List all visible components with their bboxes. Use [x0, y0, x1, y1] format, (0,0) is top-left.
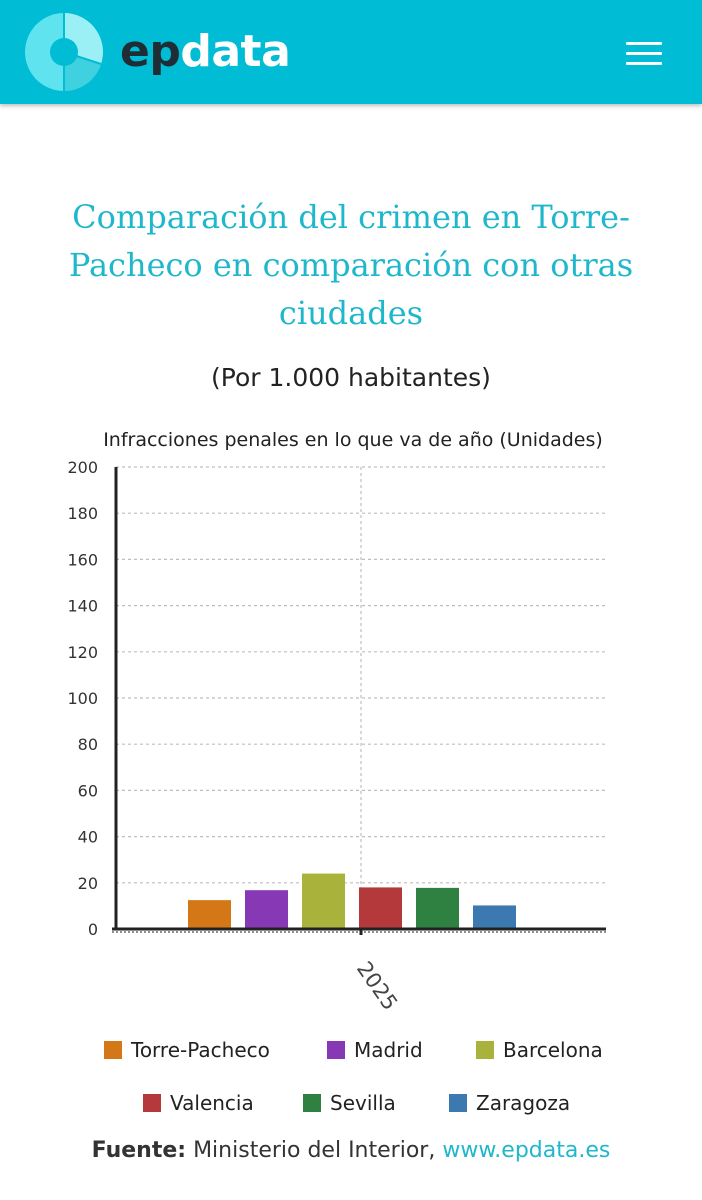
hamburger-menu-icon[interactable] [620, 36, 668, 70]
legend-label: Barcelona [503, 1038, 603, 1062]
legend-item-madrid[interactable]: Madrid [327, 1038, 423, 1062]
epdata-logo-icon[interactable] [24, 12, 104, 92]
legend-swatch [303, 1094, 321, 1112]
y-tick-label: 120 [67, 643, 98, 662]
y-tick-label: 200 [67, 458, 98, 477]
legend-label: Zaragoza [476, 1091, 571, 1115]
legend-swatch [104, 1041, 122, 1059]
y-tick-label: 0 [88, 920, 98, 939]
menu-bar-line [626, 62, 662, 65]
bar-valencia [359, 887, 402, 929]
page-subtitle: (Por 1.000 habitantes) [211, 363, 491, 392]
y-tick-label: 20 [78, 874, 98, 893]
menu-bar-line [626, 52, 662, 55]
x-tick-label: 2025 [352, 957, 402, 1015]
y-tick-label: 180 [67, 504, 98, 523]
legend-label: Madrid [354, 1038, 423, 1062]
legend-item-torre-pacheco[interactable]: Torre-Pacheco [104, 1038, 270, 1062]
top-bar: epdata [0, 0, 702, 104]
y-tick-label: 140 [67, 597, 98, 616]
legend-swatch [143, 1094, 161, 1112]
y-tick-label: 80 [78, 735, 98, 754]
y-tick-label: 60 [78, 781, 98, 800]
legend-item-valencia[interactable]: Valencia [143, 1091, 254, 1115]
bar-barcelona [302, 873, 345, 929]
menu-bar-line [626, 42, 662, 45]
logo-data-text: data [180, 26, 291, 77]
source-text: Ministerio del Interior, [193, 1138, 436, 1163]
epdata-logo-text[interactable]: epdata [120, 26, 291, 78]
bar-zaragoza [473, 905, 516, 929]
page-title: Comparación del crimen en Torre-Pacheco … [68, 198, 634, 332]
bar-sevilla [416, 887, 459, 929]
legend-label: Valencia [170, 1091, 254, 1115]
legend-swatch [476, 1041, 494, 1059]
legend-item-sevilla[interactable]: Sevilla [303, 1091, 396, 1115]
source-line: Fuente: Ministerio del Interior, www.epd… [0, 1138, 702, 1163]
bar-torre-pacheco [188, 900, 231, 929]
legend-item-barcelona[interactable]: Barcelona [476, 1038, 603, 1062]
bar-chart: Infracciones penales en lo que va de año… [67, 429, 606, 1015]
legend-swatch [449, 1094, 467, 1112]
chart-title: Infracciones penales en lo que va de año… [103, 429, 603, 451]
y-tick-label: 160 [67, 550, 98, 569]
legend-label: Sevilla [330, 1091, 396, 1115]
logo-ep-text: ep [120, 26, 181, 77]
legend-swatch [327, 1041, 345, 1059]
bar-madrid [245, 890, 288, 929]
y-tick-label: 100 [67, 689, 98, 708]
legend-item-zaragoza[interactable]: Zaragoza [449, 1091, 570, 1115]
source-label: Fuente: [91, 1138, 187, 1163]
source-link[interactable]: www.epdata.es [442, 1138, 611, 1163]
y-tick-label: 40 [78, 828, 98, 847]
legend-label: Torre-Pacheco [131, 1038, 270, 1062]
